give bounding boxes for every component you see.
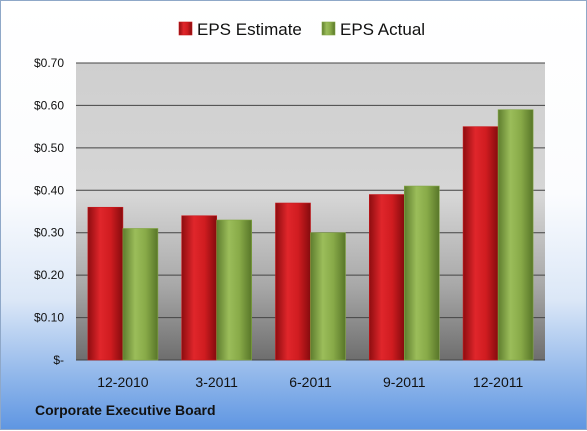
actual-bar-3-2011: [216, 219, 252, 361]
legend-label-estimate: EPS Estimate: [197, 20, 302, 39]
bars: [87, 109, 534, 361]
y-tick-label: $0.40: [34, 183, 64, 197]
y-tick-label: $0.20: [34, 268, 64, 282]
actual-bar-6-2011: [310, 232, 346, 361]
estimate-bar-12-2010: [87, 206, 124, 361]
legend: EPS Estimate EPS Actual: [178, 20, 425, 39]
actual-bar-12-2011: [497, 109, 534, 361]
actual-bar-12-2010: [122, 228, 159, 361]
x-tick-label: 12-2010: [97, 374, 149, 390]
y-axis-ticks: $- $0.10 $0.20 $0.30 $0.40 $0.50 $0.60 $0.70: [34, 56, 64, 367]
y-tick-label: $0.10: [34, 311, 64, 325]
y-tick-label: $-: [53, 353, 64, 367]
legend-swatch-estimate: [178, 21, 193, 36]
estimate-bar-12-2011: [462, 126, 499, 361]
x-tick-label: 9-2011: [383, 374, 426, 390]
y-tick-label: $0.70: [34, 56, 64, 70]
y-tick-label: $0.30: [34, 226, 64, 240]
x-tick-label: 6-2011: [289, 374, 332, 390]
estimate-bar-3-2011: [181, 215, 217, 361]
y-tick-label: $0.60: [34, 98, 64, 112]
y-tick-label: $0.50: [34, 141, 64, 155]
legend-swatch-actual: [321, 21, 336, 36]
footer-company-label: Corporate Executive Board: [35, 402, 216, 418]
legend-label-actual: EPS Actual: [340, 20, 425, 39]
actual-bar-9-2011: [403, 185, 440, 361]
estimate-bar-9-2011: [368, 194, 405, 361]
x-axis-ticks: 12-2010 3-2011 6-2011 9-2011 12-2011: [97, 374, 523, 390]
x-tick-label: 3-2011: [195, 374, 238, 390]
estimate-bar-6-2011: [275, 202, 311, 361]
x-tick-label: 12-2011: [473, 374, 524, 390]
